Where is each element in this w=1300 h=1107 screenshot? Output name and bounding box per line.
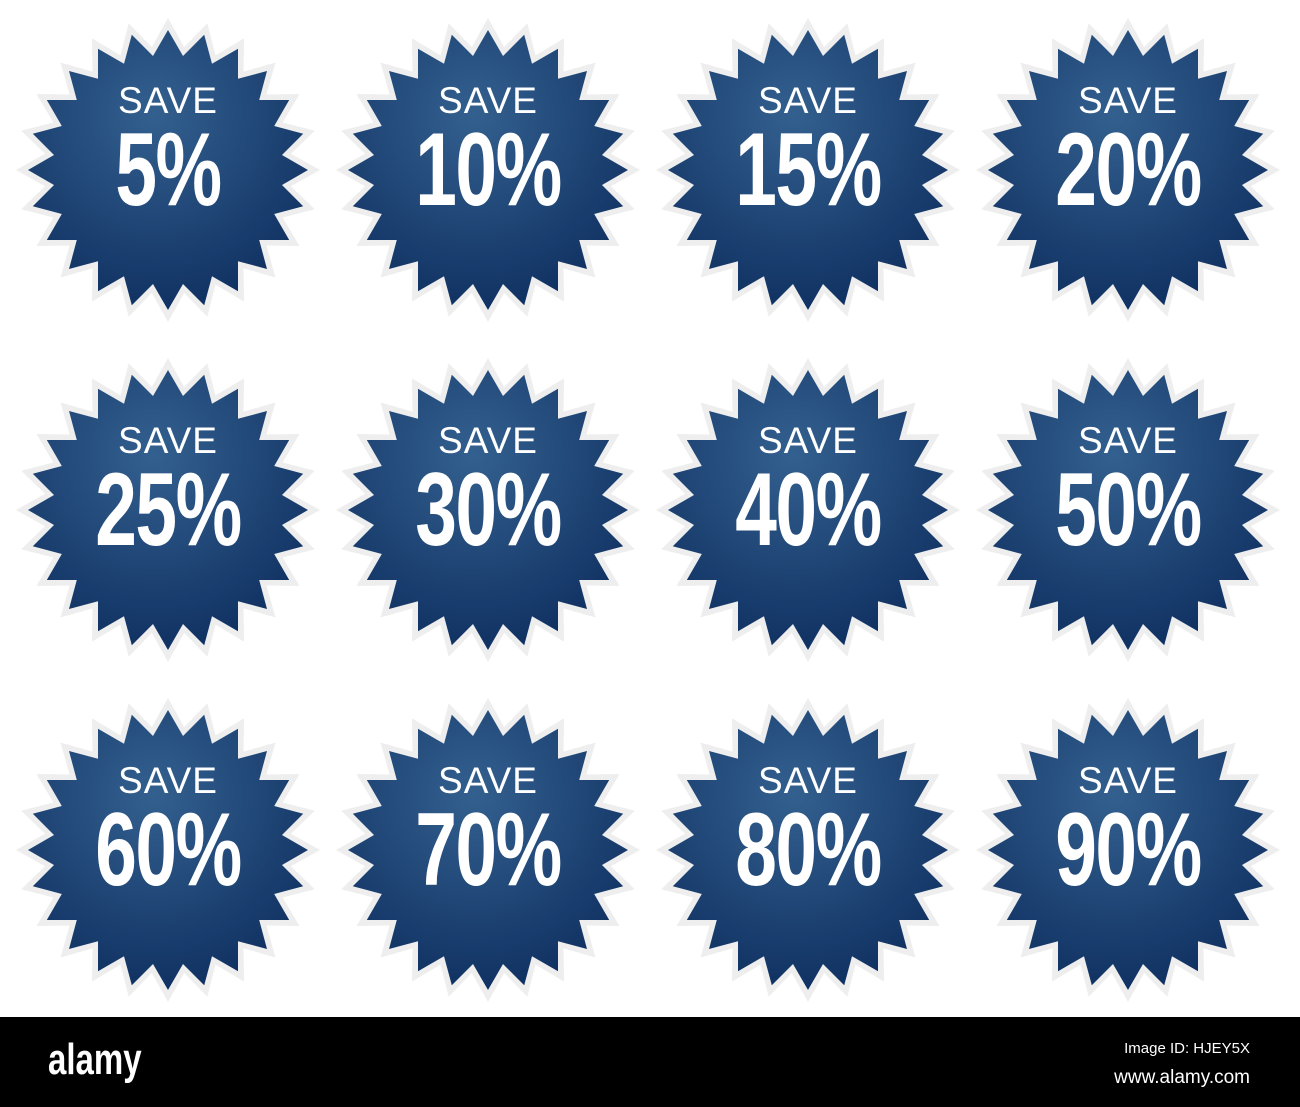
discount-badge: SAVE 40% (648, 350, 968, 670)
discount-value: 50% (1055, 452, 1202, 568)
discount-badge: SAVE 20% (968, 10, 1288, 330)
save-label: SAVE (118, 420, 218, 461)
save-label: SAVE (1078, 420, 1178, 461)
starburst-shape (976, 358, 1280, 662)
starburst-shape (16, 358, 320, 662)
discount-badge: SAVE 10% (328, 10, 648, 330)
starburst-shape (976, 698, 1280, 1002)
starburst-shape (336, 358, 640, 662)
starburst-shape (656, 358, 960, 662)
starburst-shape (976, 18, 1280, 322)
starburst-shape (656, 18, 960, 322)
discount-value: 5% (115, 112, 222, 228)
discount-badge: SAVE 70% (328, 690, 648, 1010)
alamy-logo: alamy (48, 1035, 142, 1084)
site-url: www.alamy.com (1114, 1067, 1250, 1088)
badge-grid: SAVE 5% SAVE 10% SAVE 15% SAVE 20% (8, 10, 1288, 1010)
starburst-shape (656, 698, 960, 1002)
save-label: SAVE (758, 420, 858, 461)
discount-value: 25% (95, 452, 242, 568)
discount-value: 20% (1055, 112, 1202, 228)
save-label: SAVE (118, 760, 218, 801)
discount-value: 15% (735, 112, 882, 228)
discount-badge: SAVE 50% (968, 350, 1288, 670)
discount-value: 10% (415, 112, 562, 228)
watermark-footer: alamy Image ID: HJEY5X www.alamy.com (0, 1017, 1300, 1107)
discount-value: 30% (415, 452, 562, 568)
discount-badge: SAVE 90% (968, 690, 1288, 1010)
save-label: SAVE (438, 760, 538, 801)
save-label: SAVE (118, 80, 218, 121)
starburst-shape (336, 18, 640, 322)
discount-value: 80% (735, 792, 882, 908)
discount-value: 70% (415, 792, 562, 908)
discount-badge: SAVE 25% (8, 350, 328, 670)
discount-badge: SAVE 30% (328, 350, 648, 670)
starburst-shape (16, 698, 320, 1002)
save-label: SAVE (758, 760, 858, 801)
save-label: SAVE (1078, 760, 1178, 801)
discount-badge: SAVE 60% (8, 690, 328, 1010)
discount-value: 40% (735, 452, 882, 568)
starburst-shape (336, 698, 640, 1002)
starburst-shape (16, 18, 320, 322)
discount-badge: SAVE 15% (648, 10, 968, 330)
save-label: SAVE (1078, 80, 1178, 121)
discount-value: 60% (95, 792, 242, 908)
discount-badge: SAVE 5% (8, 10, 328, 330)
save-label: SAVE (438, 80, 538, 121)
save-label: SAVE (438, 420, 538, 461)
discount-badge: SAVE 80% (648, 690, 968, 1010)
image-id: Image ID: HJEY5X (1124, 1040, 1250, 1057)
discount-value: 90% (1055, 792, 1202, 908)
save-label: SAVE (758, 80, 858, 121)
